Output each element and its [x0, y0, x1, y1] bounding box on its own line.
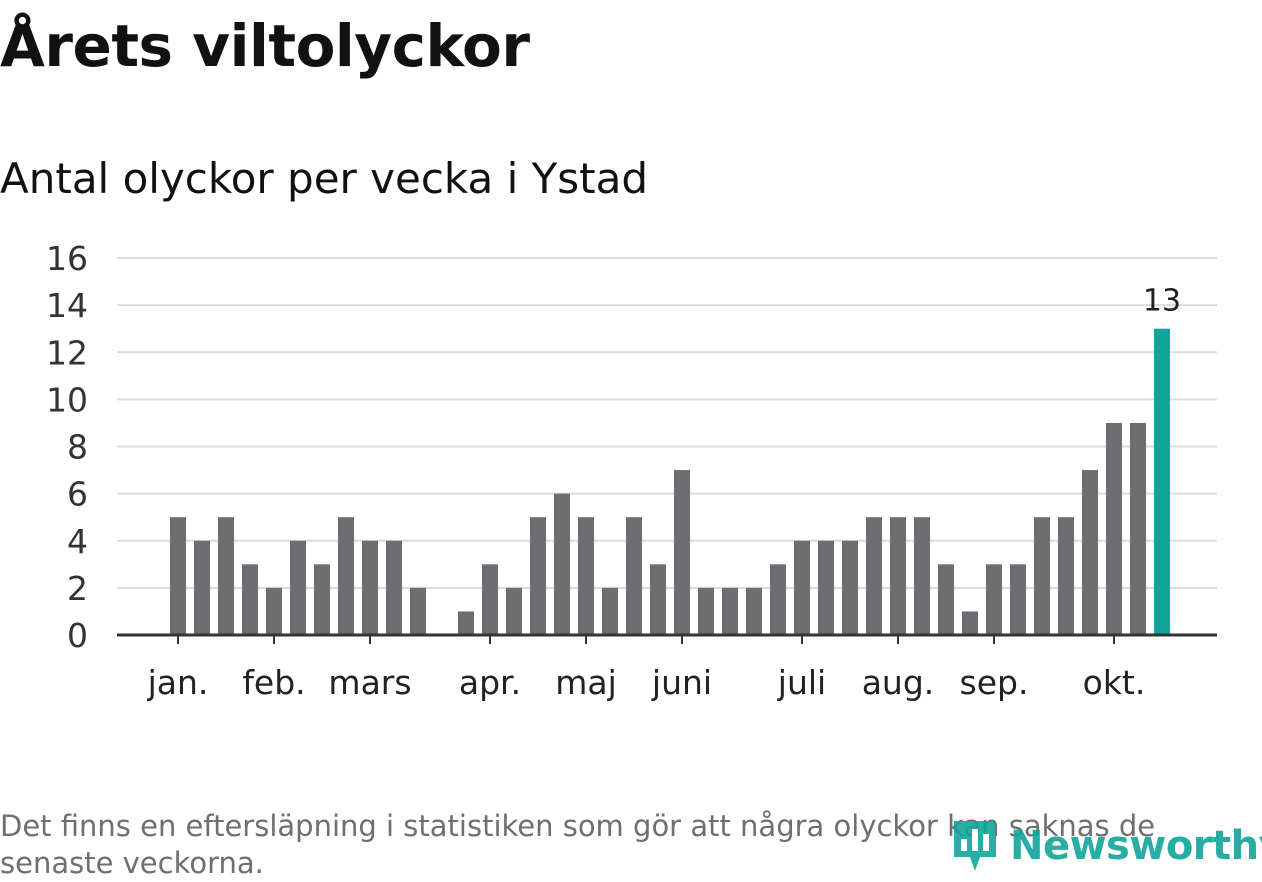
x-tick-label: feb.	[242, 663, 305, 702]
bar	[1010, 564, 1026, 635]
bar	[962, 611, 978, 635]
bar	[818, 540, 834, 635]
bar	[602, 587, 618, 635]
chart-title: Årets viltolyckor	[0, 12, 530, 80]
y-tick-label: 16	[46, 239, 88, 278]
bar	[194, 540, 210, 635]
x-tick-label: okt.	[1083, 663, 1146, 702]
bar	[890, 517, 906, 635]
bars	[170, 328, 1170, 635]
bar	[458, 611, 474, 635]
bar	[1034, 517, 1050, 635]
bar	[410, 587, 426, 635]
y-tick-label: 10	[46, 380, 88, 419]
bar	[746, 587, 762, 635]
y-tick-label: 8	[67, 428, 88, 467]
newsworthy-logo[interactable]: Newsworthy	[950, 818, 1262, 874]
brand-name: Newsworthy	[1010, 823, 1262, 869]
x-tick-label: juli	[777, 663, 826, 702]
x-tick-label: maj	[555, 663, 617, 702]
bar	[362, 540, 378, 635]
gridlines	[117, 257, 1217, 589]
bar	[794, 540, 810, 635]
x-tick-label: mars	[328, 663, 411, 702]
bar	[218, 517, 234, 635]
bar	[866, 517, 882, 635]
bar	[314, 564, 330, 635]
bar	[722, 587, 738, 635]
x-tick-label: sep.	[960, 663, 1029, 702]
bar-highlight	[1154, 328, 1170, 635]
bar	[938, 564, 954, 635]
y-tick-label: 12	[46, 333, 88, 372]
y-tick-label: 6	[67, 475, 88, 514]
chart-subtitle: Antal olyckor per vecka i Ystad	[0, 154, 649, 203]
bar	[626, 517, 642, 635]
bar	[1058, 517, 1074, 635]
bar	[482, 564, 498, 635]
x-tick-label: apr.	[459, 663, 521, 702]
y-tick-label: 2	[67, 569, 88, 608]
bar	[338, 517, 354, 635]
x-axis-month-labels: jan. feb. mars apr. maj juni juli aug. sep. okt.	[147, 635, 1146, 702]
y-axis-ticks: 0 2 4 6 8 10 12 14 16	[46, 239, 88, 655]
y-tick-label: 4	[67, 522, 88, 561]
bar	[986, 564, 1002, 635]
x-tick-label: jan.	[147, 663, 209, 702]
x-tick-label: juni	[651, 663, 712, 702]
bar	[674, 470, 690, 635]
bar	[842, 540, 858, 635]
x-tick-label: aug.	[862, 663, 935, 702]
bar	[578, 517, 594, 635]
bar	[170, 517, 186, 635]
y-tick-label: 0	[67, 616, 88, 655]
bar	[554, 493, 570, 635]
bar	[1082, 470, 1098, 635]
bar	[650, 564, 666, 635]
bar	[914, 517, 930, 635]
bar	[386, 540, 402, 635]
bar-chart-pin-icon	[954, 821, 996, 871]
bar	[1130, 422, 1146, 635]
bar	[530, 517, 546, 635]
bar	[506, 587, 522, 635]
bar	[770, 564, 786, 635]
data-labels: 13	[1143, 284, 1181, 319]
bar-chart: 0 2 4 6 8 10 12 14 16 jan. feb. mars apr. maj juni jul…	[46, 239, 1217, 702]
bar	[698, 587, 714, 635]
bar	[1106, 422, 1122, 635]
bar	[242, 564, 258, 635]
data-label-highlight: 13	[1143, 284, 1181, 319]
bar	[266, 587, 282, 635]
bar	[290, 540, 306, 635]
y-tick-label: 14	[46, 286, 88, 325]
